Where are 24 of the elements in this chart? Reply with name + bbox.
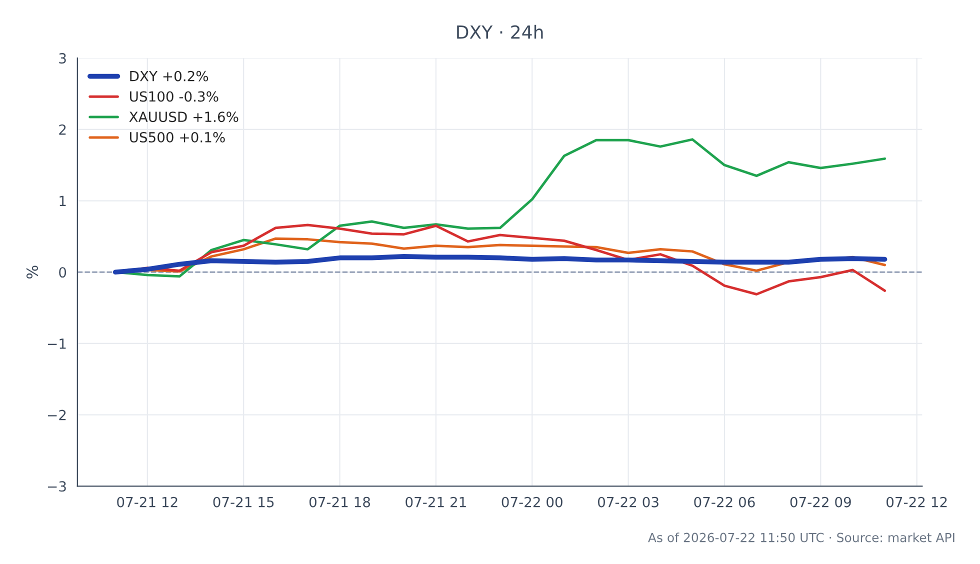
y-tick-label: −1: [48, 338, 66, 349]
y-tick-label: −3: [48, 481, 66, 492]
chart-title: DXY · 24h: [457, 24, 543, 39]
line-series: [112, 254, 888, 275]
x-tick-label: 07-21 18: [309, 496, 370, 508]
legend-label: XAUUSD +1.6%: [129, 112, 238, 122]
x-tick-label: 07-22 03: [598, 496, 658, 508]
y-tick-label: −2: [48, 410, 66, 420]
x-tick-label: 07-22 12: [886, 496, 947, 508]
legend-label: US100 -0.3%: [130, 91, 218, 102]
y-tick-label: 1: [60, 196, 66, 206]
y-tick-label: 2: [59, 124, 66, 135]
x-tick-label: 07-22 09: [790, 496, 851, 508]
x-tick-label: 07-22 00: [502, 496, 562, 508]
x-tick-label: 07-22 06: [694, 496, 755, 508]
legend-label: DXY +0.2%: [130, 70, 208, 82]
text: As of 2026-07-22 11:50 UTC · Source: market API: [648, 532, 954, 542]
legend-label: US500 +0.1%: [130, 132, 225, 142]
x-tick-label: 07-21 12: [117, 496, 178, 508]
x-tick-label: 07-21 15: [213, 496, 274, 508]
x-tick-label: 07-21 21: [406, 496, 466, 508]
y-tick-label: 3: [59, 53, 66, 64]
y-axis-title: %: [26, 266, 38, 279]
y-tick-label: 0: [59, 267, 66, 278]
